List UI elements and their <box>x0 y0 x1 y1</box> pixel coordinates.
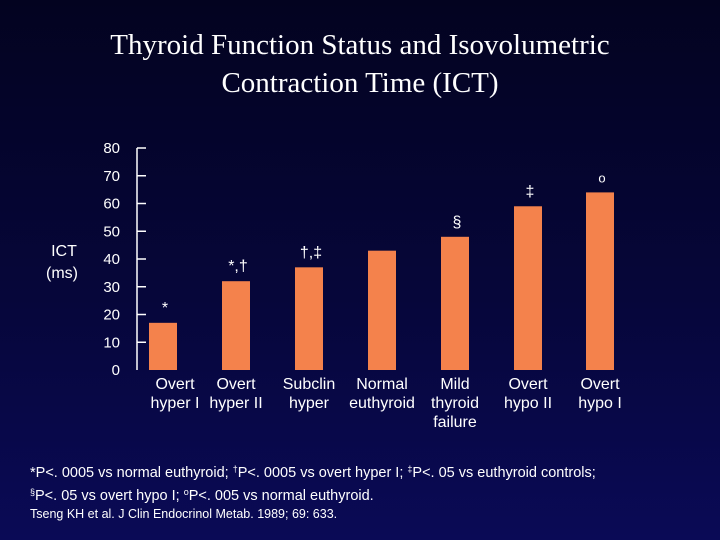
y-tick-label: 80 <box>103 140 120 157</box>
bar <box>222 281 250 370</box>
footnote-2a: P<. 05 vs overt hypo I; <box>35 488 184 504</box>
x-axis-category-labels: Overt hyper I Overt hyper II Subclin hyper Nor… <box>151 376 622 431</box>
title-line-1: Thyroid Function Status and Isovolumetri… <box>110 29 610 61</box>
footnote-line-2: §P<. 05 vs overt hypo I; oP<. 005 vs nor… <box>30 483 710 506</box>
y-tick-label: 70 <box>103 168 120 185</box>
y-tick-label: 30 <box>103 279 120 296</box>
bars <box>149 192 614 370</box>
footnote-line-1: *P<. 0005 vs normal euthyroid; †P<. 0005… <box>30 460 710 483</box>
x-category-label: Mild <box>440 376 469 393</box>
title-line-2: Contraction Time (ICT) <box>221 67 499 99</box>
circle-mark: o <box>183 487 189 497</box>
bar-annotation: *,† <box>228 258 248 275</box>
x-category-label: Overt <box>216 376 256 393</box>
x-category-label: Overt <box>580 376 620 393</box>
double-dagger-mark: ‡ <box>407 464 413 474</box>
bar <box>295 267 323 370</box>
x-category-label: euthyroid <box>349 395 415 412</box>
x-category-label: hypo I <box>578 395 622 412</box>
x-category-label: thyroid <box>431 395 479 412</box>
y-axis-ticks: 0 10 20 30 40 50 60 70 80 <box>103 140 146 379</box>
bar <box>586 192 614 370</box>
bar <box>368 250 396 370</box>
bar-annotation: * <box>162 300 168 317</box>
y-tick-label: 40 <box>103 251 120 268</box>
x-category-label: Normal <box>356 376 408 393</box>
bar <box>441 236 469 370</box>
footnote: *P<. 0005 vs normal euthyroid; †P<. 0005… <box>30 460 710 506</box>
x-category-label: failure <box>433 414 477 431</box>
bar-annotation: †,‡ <box>300 244 322 261</box>
x-category-label: hypo II <box>504 395 552 412</box>
dagger-mark: † <box>232 464 238 474</box>
bar-annotations: * *,† †,‡ § ‡ o <box>162 170 606 316</box>
bar <box>149 322 177 370</box>
y-axis-label-line-1: ICT <box>51 243 77 260</box>
x-category-label: Subclin <box>283 376 335 393</box>
bar-annotation: ‡ <box>526 183 535 200</box>
y-tick-label: 50 <box>103 223 120 240</box>
footnote-1a: *P<. 0005 vs normal euthyroid; <box>30 465 233 481</box>
y-axis-label-line-2: (ms) <box>46 265 78 282</box>
y-tick-label: 10 <box>103 334 120 351</box>
bar-annotation: o <box>598 170 605 185</box>
x-category-label: hyper I <box>151 395 200 412</box>
x-category-label: Overt <box>508 376 548 393</box>
bar-annotation: § <box>453 214 462 231</box>
footnote-2b: P<. 005 vs normal euthyroid. <box>188 488 374 504</box>
footnote-1c: P<. 05 vs euthyroid controls; <box>412 465 596 481</box>
ict-bar-chart: ICT (ms) 0 10 20 30 40 50 60 70 80 * *,† †,‡ § ‡ o Ov… <box>46 140 622 431</box>
bar <box>514 206 542 370</box>
section-mark: § <box>30 487 36 497</box>
y-tick-label: 20 <box>103 307 120 324</box>
x-category-label: hyper <box>289 395 330 412</box>
x-category-label: hyper II <box>209 395 262 412</box>
slide-title: Thyroid Function Status and Isovolumetri… <box>0 26 720 102</box>
y-tick-label: 0 <box>112 362 120 379</box>
citation: Tseng KH et al. J Clin Endocrinol Metab.… <box>30 507 338 521</box>
x-category-label: Overt <box>155 376 195 393</box>
y-tick-label: 60 <box>103 196 120 213</box>
footnote-1b: P<. 0005 vs overt hyper I; <box>237 465 408 481</box>
